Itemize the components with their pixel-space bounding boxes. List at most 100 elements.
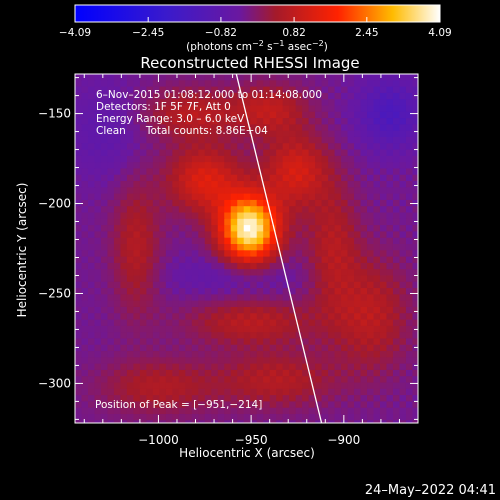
heatmap-cell <box>126 369 134 377</box>
heatmap-cell <box>289 407 297 415</box>
heatmap-cell <box>367 155 375 163</box>
heatmap-cell <box>172 401 180 409</box>
heatmap-cell <box>152 199 160 207</box>
heatmap-cell <box>230 294 238 302</box>
heatmap-cell <box>302 357 310 365</box>
axis-ticks: −1000 −950 −900−150−200−250−300 <box>38 74 419 447</box>
heatmap-cell <box>360 218 368 226</box>
heatmap-cell <box>237 401 245 409</box>
heatmap-cell <box>204 111 212 119</box>
heatmap-cell <box>367 401 375 409</box>
heatmap-cell <box>373 231 381 239</box>
heatmap-cell <box>87 300 96 308</box>
heatmap-cell <box>256 275 264 283</box>
heatmap-cell <box>289 388 297 396</box>
heatmap-cell <box>100 294 109 302</box>
heatmap-cell <box>81 250 89 258</box>
heatmap-cell <box>94 174 102 182</box>
heatmap-cell <box>379 199 388 207</box>
heatmap-cell <box>373 281 381 289</box>
heatmap-cell <box>308 300 316 308</box>
heatmap-cell <box>159 111 167 119</box>
heatmap-cell <box>224 124 232 132</box>
heatmap-cell <box>360 319 368 327</box>
heatmap-cell <box>321 105 329 113</box>
heatmap-cell <box>360 420 368 423</box>
heatmap-cell <box>198 155 206 163</box>
heatmap-cell <box>276 187 284 195</box>
heatmap-cell <box>126 281 134 289</box>
heatmap-cell <box>373 382 381 390</box>
y-tick-label: −150 <box>38 107 71 121</box>
heatmap-cell <box>165 281 173 289</box>
heatmap-cell <box>178 111 186 119</box>
heatmap-cell <box>269 218 277 226</box>
heatmap-cell <box>250 74 258 81</box>
heatmap-cell <box>295 332 303 340</box>
heatmap-cell <box>328 319 336 327</box>
heatmap-cell <box>87 256 96 264</box>
heatmap-cell <box>315 181 323 188</box>
heatmap-cell <box>282 124 290 132</box>
heatmap-cell <box>107 187 115 195</box>
heatmap-cell <box>198 212 206 220</box>
heatmap-cell <box>419 244 426 251</box>
heatmap-cell <box>185 237 193 245</box>
heatmap-cell <box>354 300 362 308</box>
heatmap-cell <box>185 118 193 125</box>
heatmap-cell <box>295 376 303 384</box>
heatmap-cell <box>321 388 329 396</box>
heatmap-cell <box>107 244 115 251</box>
heatmap-cell <box>276 269 284 277</box>
heatmap-cell <box>373 306 381 314</box>
heatmap-cell <box>94 269 102 277</box>
heatmap-cell <box>75 244 83 251</box>
heatmap-cell <box>152 300 160 308</box>
heatmap-cell <box>289 124 297 132</box>
heatmap-cell <box>126 136 134 144</box>
heatmap-cell <box>237 420 245 423</box>
heatmap-cell <box>159 99 167 107</box>
heatmap-cell <box>133 244 141 251</box>
heatmap-cell <box>126 319 134 327</box>
heatmap-cell <box>126 187 134 195</box>
heatmap-cell <box>159 313 167 321</box>
heatmap-cell <box>373 218 381 226</box>
heatmap-cell <box>107 275 115 283</box>
heatmap-cell <box>412 388 418 396</box>
heatmap-cell <box>198 86 206 94</box>
heatmap-cell <box>334 218 342 226</box>
heatmap-cell <box>295 256 303 264</box>
heatmap-cell <box>263 181 271 188</box>
heatmap-cell <box>224 288 232 295</box>
heatmap-cell <box>152 256 160 264</box>
heatmap-cell <box>191 124 199 132</box>
heatmap-cell <box>347 168 355 176</box>
heatmap-cell <box>81 80 89 88</box>
heatmap-cell <box>230 206 238 214</box>
heatmap-cell <box>367 105 375 113</box>
heatmap-cell <box>399 369 407 377</box>
heatmap-cell <box>178 306 186 314</box>
heatmap-cell <box>191 363 199 371</box>
heatmap-cell <box>282 388 290 396</box>
heatmap-cell <box>133 168 141 176</box>
heatmap-cell <box>373 338 381 346</box>
heatmap-cell <box>256 357 264 365</box>
heatmap-cell <box>243 363 251 371</box>
heatmap-cell <box>347 174 355 182</box>
heatmap-cell <box>405 181 414 188</box>
heatmap-cell <box>379 325 388 333</box>
heatmap-cell <box>185 168 193 176</box>
heatmap-cell <box>321 155 329 163</box>
heatmap-cell <box>120 124 128 132</box>
heatmap-cell <box>185 407 193 415</box>
heatmap-cell <box>354 344 362 352</box>
heatmap-cell <box>159 344 167 352</box>
heatmap-cell <box>146 118 154 125</box>
heatmap-cell <box>217 376 225 384</box>
heatmap-cell <box>178 136 186 144</box>
heatmap-cell <box>276 306 284 314</box>
heatmap-cell <box>107 376 115 384</box>
heatmap-cell <box>237 168 245 176</box>
